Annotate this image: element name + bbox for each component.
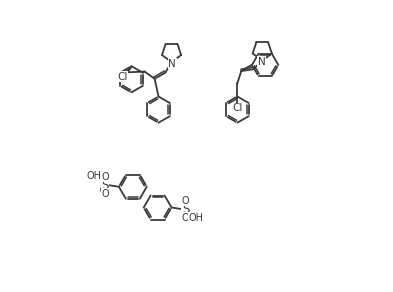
Text: N: N xyxy=(257,57,265,67)
Text: OH: OH xyxy=(86,171,101,181)
Text: O: O xyxy=(101,189,109,199)
Text: S: S xyxy=(182,203,189,215)
Text: O: O xyxy=(182,196,189,206)
Text: Cl: Cl xyxy=(117,72,127,82)
Text: O: O xyxy=(101,172,109,182)
Text: S: S xyxy=(101,179,108,192)
Text: Cl: Cl xyxy=(232,103,242,113)
Text: OH: OH xyxy=(189,213,204,223)
Text: O: O xyxy=(182,213,189,223)
Text: N: N xyxy=(169,58,176,69)
